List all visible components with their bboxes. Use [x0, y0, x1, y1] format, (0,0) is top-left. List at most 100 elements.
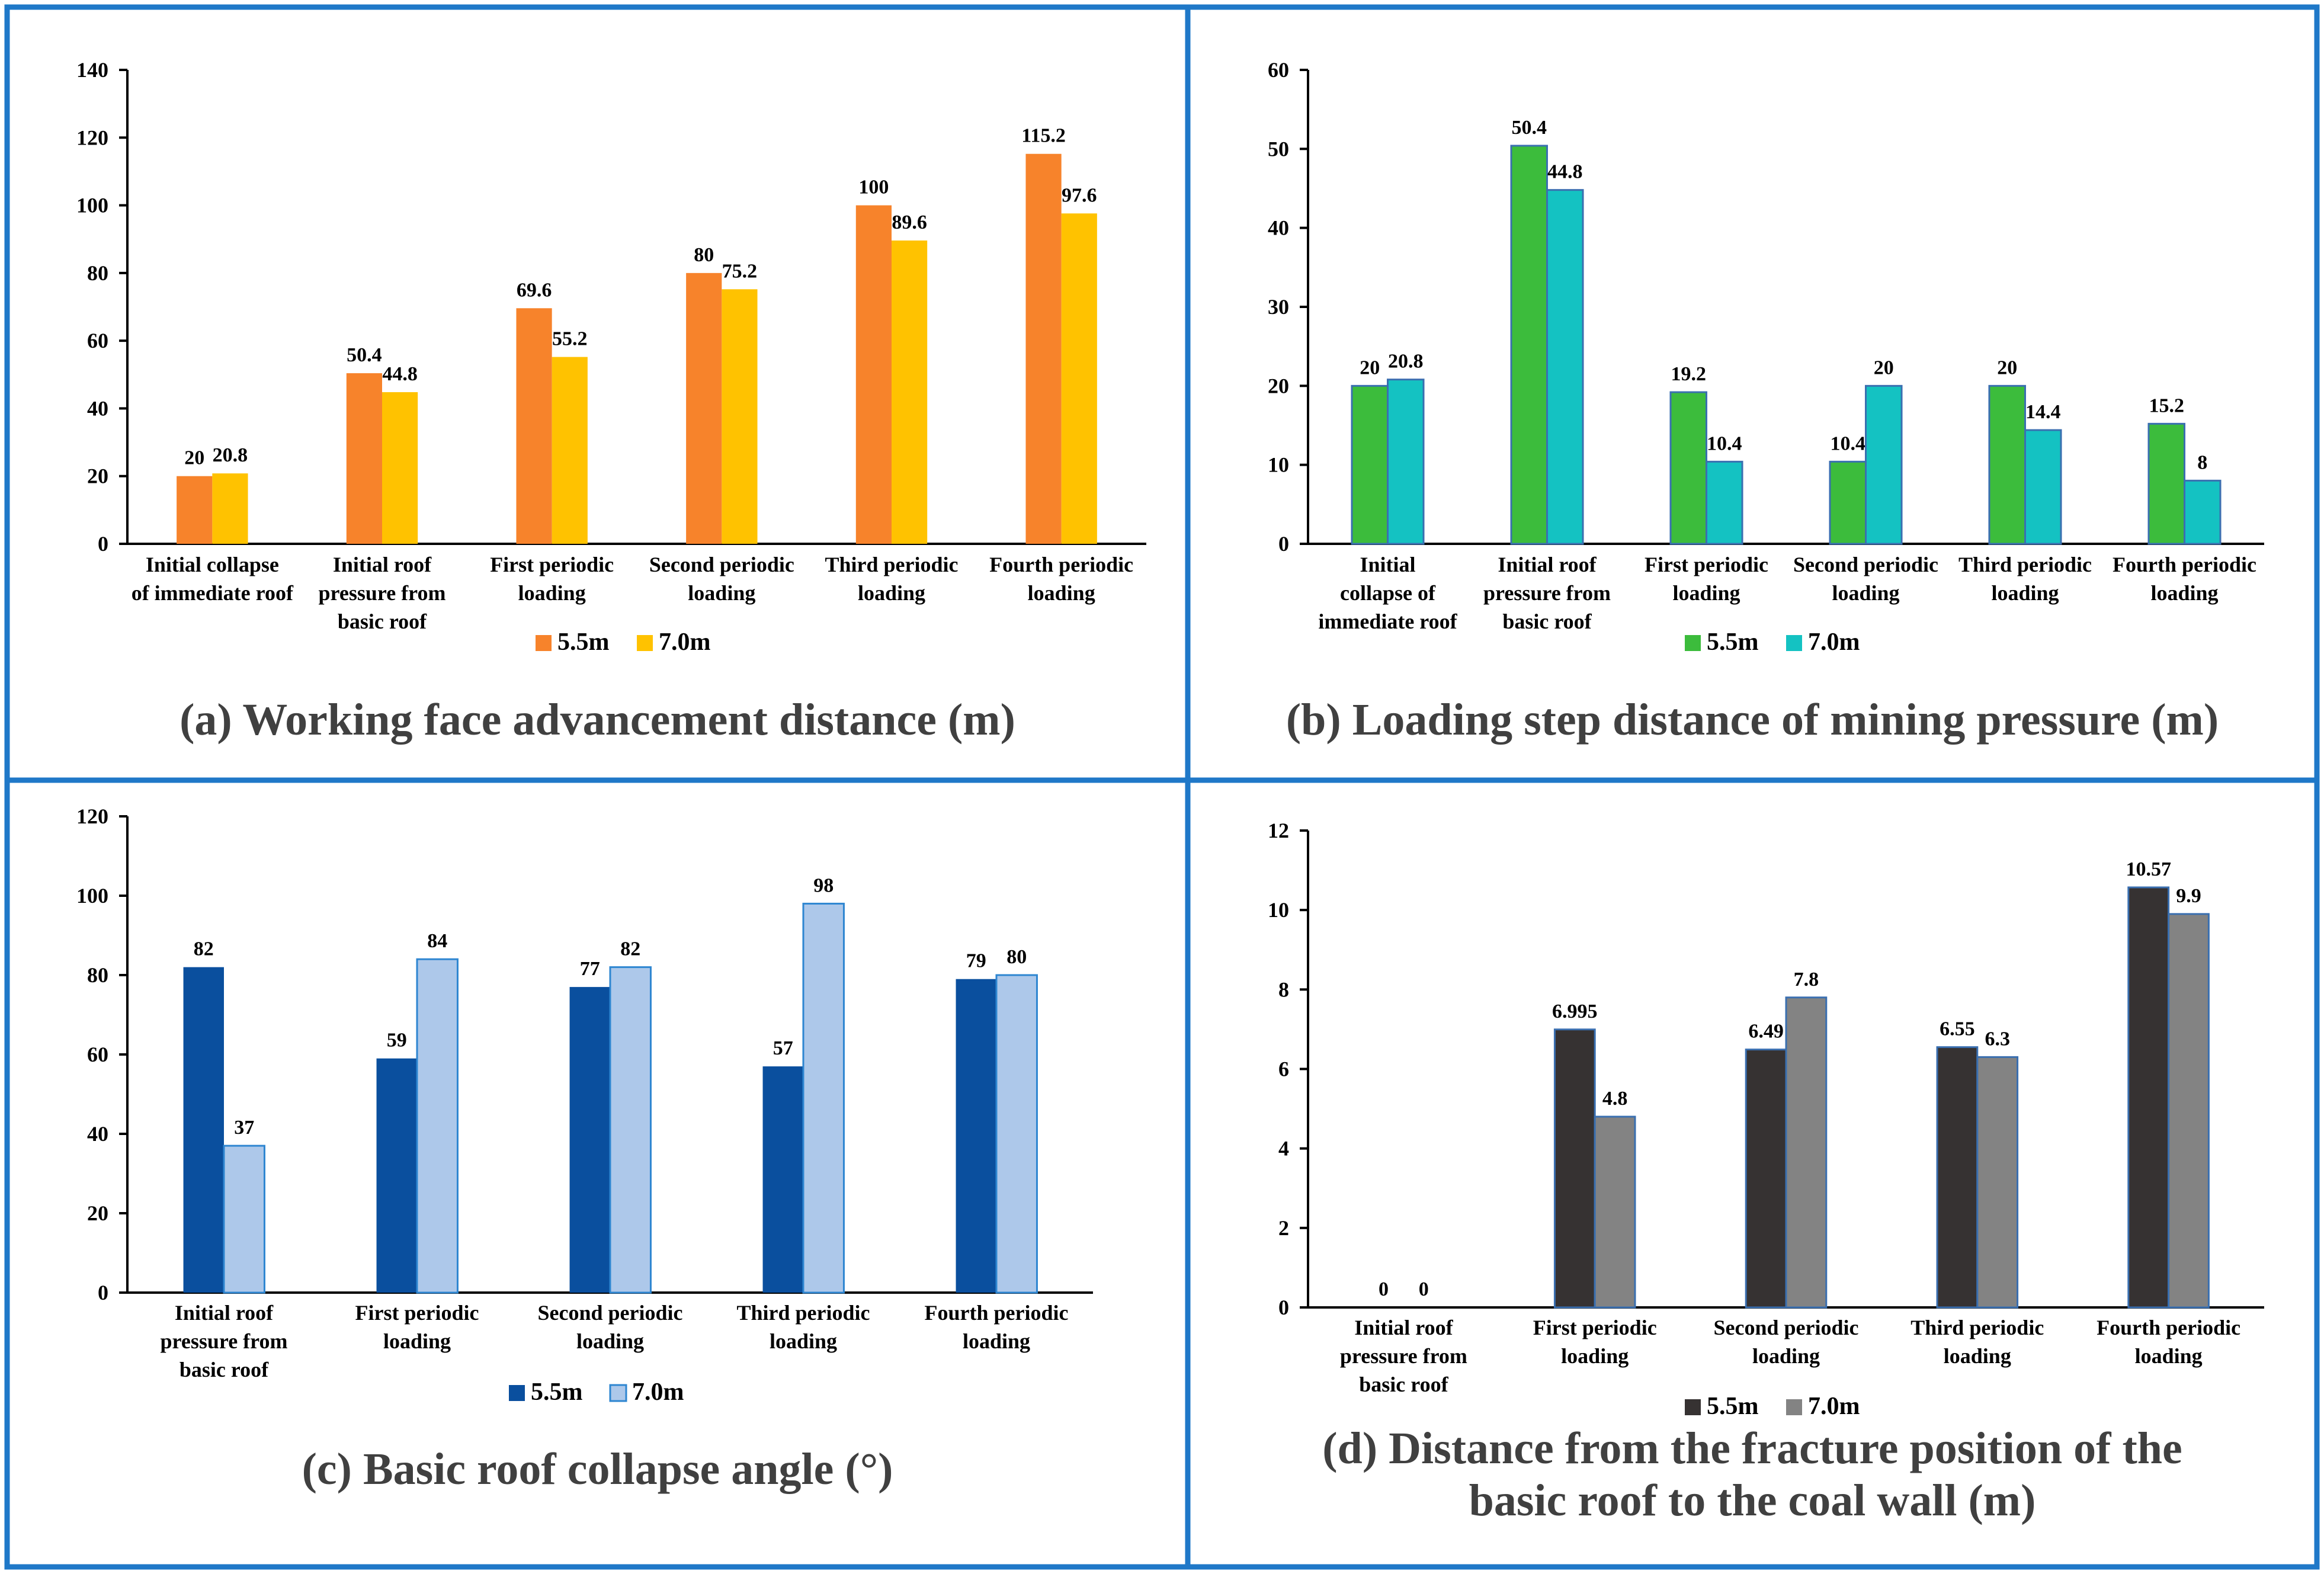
data-label: 20	[184, 447, 204, 469]
x-tick-label: Third periodic loading	[1911, 1316, 2044, 1368]
bar-5.5m-2	[376, 1058, 417, 1293]
bar-7.0m-5	[2024, 429, 2062, 545]
y-tick-label: 100	[76, 194, 108, 217]
bar-7.0m-1	[223, 1145, 265, 1294]
bar-5.5m-1	[177, 476, 213, 544]
y-tick-label: 0	[98, 532, 108, 556]
data-label: 20.8	[1388, 351, 1424, 373]
y-tick-label: 4	[1278, 1137, 1289, 1161]
bar-7.0m-1	[212, 473, 248, 544]
data-label: 20	[1997, 357, 2017, 379]
data-label: 80	[694, 244, 714, 266]
bar-7.0m-3	[1706, 460, 1743, 545]
bar-7.0m-5	[892, 241, 928, 544]
bar-5.5m-2	[346, 373, 382, 544]
data-label: 82	[194, 938, 214, 960]
x-tick-label: Second periodic loading	[1793, 553, 1938, 605]
bar-7.0m-5	[995, 974, 1038, 1294]
bar-5.5m-3	[569, 987, 610, 1293]
bar-5.5m-4	[762, 1066, 803, 1293]
data-label: 57	[773, 1037, 793, 1059]
data-label: 115.2	[1021, 125, 1066, 147]
bar-5.5m-6	[1025, 153, 1062, 544]
data-label: 10.4	[1707, 432, 1742, 454]
legend-label-7.0m: 7.0m	[1808, 1393, 1860, 1420]
data-label: 77	[580, 958, 600, 980]
y-tick-label: 0	[1278, 1296, 1289, 1319]
data-label: 7.8	[1794, 969, 1819, 990]
legend: 5.5m 7.0m	[509, 1379, 684, 1406]
legend-label-5.5m: 5.5m	[557, 629, 610, 656]
legend-swatch-5.5m	[1685, 635, 1701, 651]
y-tick-label: 12	[1268, 819, 1289, 842]
data-label: 9.9	[2176, 885, 2201, 907]
data-label: 4.8	[1602, 1088, 1628, 1110]
bar-5.5m-3	[516, 308, 552, 544]
y-tick-label: 60	[87, 1043, 108, 1066]
x-tick-label: Third periodic loading	[825, 553, 958, 605]
legend-swatch-7.0m	[1786, 1399, 1802, 1415]
bar-7.0m-2	[1546, 189, 1584, 545]
bar-7.0m-2	[416, 958, 459, 1294]
bar-5.5m-3	[1669, 391, 1708, 545]
data-label: 10.4	[1830, 432, 1865, 454]
bar-5.5m-5	[1988, 384, 2027, 545]
legend-swatch-7.0m	[609, 1384, 627, 1402]
chart-title: (d) Distance from the fracture position …	[1322, 1424, 2182, 1525]
legend-label-5.5m: 5.5m	[1707, 1393, 1759, 1420]
legend-label-7.0m: 7.0m	[659, 629, 711, 656]
chart-panel-b: 0 10 20 30 40 50 60 20 20.8 Initial collapse of imm…	[1185, 4, 2320, 783]
bar-5.5m-5	[2127, 886, 2170, 1309]
y-tick-label: 60	[87, 329, 108, 352]
chart-title: (a) Working face advancement distance (m…	[179, 695, 1015, 745]
x-tick-label: Second periodic loading	[1713, 1316, 1858, 1368]
y-tick-label: 10	[1268, 898, 1289, 922]
bar-5.5m-1	[1351, 384, 1389, 545]
x-tick-label: Fourth periodic loading	[2113, 553, 2256, 605]
data-label: 20	[1360, 357, 1380, 379]
y-tick-label: 20	[87, 1201, 108, 1225]
y-tick-label: 140	[76, 58, 108, 82]
y-tick-label: 6	[1278, 1057, 1289, 1081]
bar-7.0m-2	[382, 392, 418, 544]
bar-5.5m-2	[1510, 145, 1549, 545]
y-tick-label: 50	[1268, 137, 1289, 161]
y-tick-label: 2	[1278, 1216, 1289, 1240]
y-tick-label: 40	[87, 396, 108, 420]
y-tick-label: 40	[87, 1122, 108, 1146]
y-tick-label: 30	[1268, 295, 1289, 319]
data-label: 10.57	[2126, 858, 2171, 880]
bar-7.0m-3	[609, 966, 652, 1294]
data-label: 19.2	[1671, 363, 1706, 385]
data-label: 44.8	[1547, 161, 1583, 183]
bar-7.0m-3	[552, 357, 588, 544]
panel-frame	[4, 4, 1191, 783]
x-tick-label: Third periodic loading	[1958, 553, 2092, 605]
chart-title: (c) Basic roof collapse angle (°)	[302, 1444, 893, 1494]
legend-label-7.0m: 7.0m	[632, 1379, 684, 1406]
legend: 5.5m 7.0m	[1685, 1393, 1860, 1420]
y-tick-label: 40	[1268, 216, 1289, 240]
bar-5.5m-3	[1745, 1049, 1787, 1309]
bar-7.0m-4	[1976, 1056, 2019, 1309]
y-tick-label: 80	[87, 963, 108, 987]
bar-5.5m-4	[1936, 1046, 1979, 1309]
x-tick-label: First periodic loading	[490, 553, 614, 605]
data-label: 55.2	[552, 328, 588, 350]
legend-label-7.0m: 7.0m	[1808, 629, 1860, 656]
y-tick-label: 60	[1268, 58, 1289, 82]
data-label: 84	[427, 930, 447, 952]
x-tick-label: Fourth periodic loading	[925, 1301, 1069, 1353]
data-label: 98	[813, 874, 834, 896]
x-tick-label: Second periodic loading	[649, 553, 794, 605]
bar-5.5m-5	[855, 205, 892, 544]
chart-title: (b) Loading step distance of mining pres…	[1286, 695, 2219, 745]
legend-swatch-5.5m	[509, 1385, 525, 1401]
x-tick-label: Fourth periodic loading	[989, 553, 1133, 605]
data-label: 6.3	[1985, 1028, 2010, 1050]
bar-7.0m-1	[1387, 379, 1425, 545]
x-tick-label: First periodic loading	[1645, 553, 1768, 605]
y-tick-label: 8	[1278, 977, 1289, 1001]
data-label: 97.6	[1062, 184, 1097, 206]
x-tick-label: Initial roof pressure from basic roof	[161, 1301, 288, 1381]
